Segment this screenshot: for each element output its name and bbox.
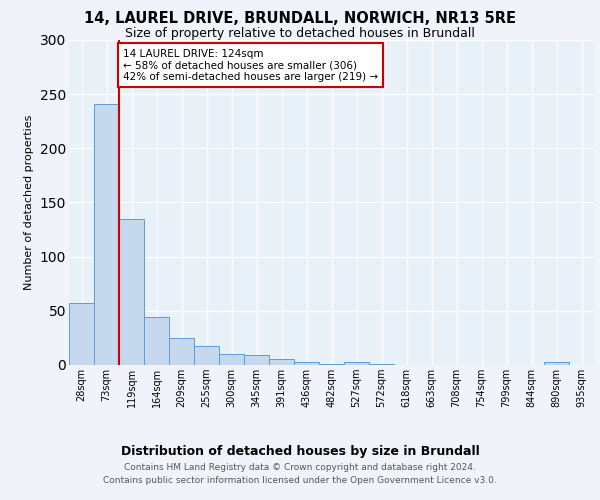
Text: Size of property relative to detached houses in Brundall: Size of property relative to detached ho… [125,28,475,40]
Bar [294,362,319,365]
Bar [194,346,219,365]
Bar [344,362,369,365]
Bar [544,362,569,365]
Bar [269,358,294,365]
Text: 14 LAUREL DRIVE: 124sqm
← 58% of detached houses are smaller (306)
42% of semi-d: 14 LAUREL DRIVE: 124sqm ← 58% of detache… [123,48,378,82]
Text: Contains public sector information licensed under the Open Government Licence v3: Contains public sector information licen… [103,476,497,485]
Bar [69,303,94,365]
Text: Distribution of detached houses by size in Brundall: Distribution of detached houses by size … [121,444,479,458]
Bar [94,104,119,365]
Bar [169,338,194,365]
Bar [119,219,144,365]
Bar [219,354,244,365]
Bar [144,318,169,365]
Text: 14, LAUREL DRIVE, BRUNDALL, NORWICH, NR13 5RE: 14, LAUREL DRIVE, BRUNDALL, NORWICH, NR1… [84,11,516,26]
Bar [369,364,394,365]
Bar [244,355,269,365]
Bar [319,364,344,365]
Text: Contains HM Land Registry data © Crown copyright and database right 2024.: Contains HM Land Registry data © Crown c… [124,464,476,472]
Y-axis label: Number of detached properties: Number of detached properties [24,115,34,290]
